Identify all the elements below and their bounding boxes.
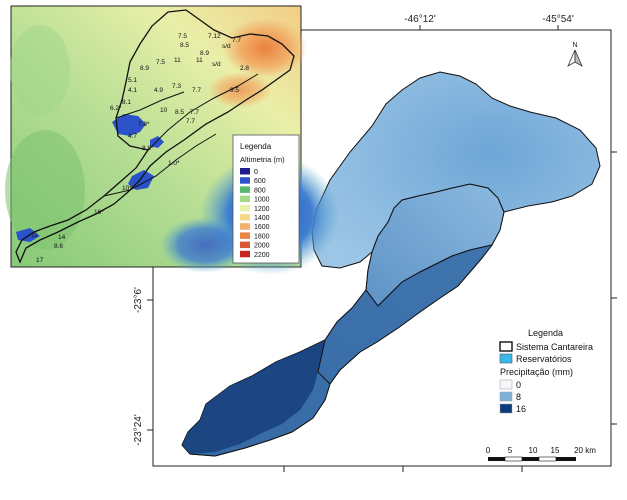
inset-point-label: 9.5 xyxy=(230,87,239,94)
inset-map: 7.5 7.12 7.7 8.5 s/d 7.5 11 8.9 11 s/d 2… xyxy=(5,5,340,275)
svg-text:N: N xyxy=(572,42,577,49)
inset-point-label: 8.9 xyxy=(140,65,149,72)
coord-left-bottom: -23°24' xyxy=(133,414,144,446)
basin-southwest-darkest xyxy=(182,340,325,454)
inset-point-label: 2.8 xyxy=(240,65,249,72)
altimetry-swatch-1000 xyxy=(240,195,250,203)
inset-point-label: 11 xyxy=(174,57,181,64)
north-arrow-icon: N xyxy=(567,42,583,67)
inset-point-label: 8.1 xyxy=(122,99,131,106)
main-legend-title: Legenda xyxy=(528,328,563,338)
legend-swatch-sistema-cantareira xyxy=(499,341,513,352)
altimetry-label-1000: 1000 xyxy=(254,197,270,204)
legend-label-precip-0: 0 xyxy=(516,380,521,390)
inset-point-label: 16* xyxy=(94,209,104,216)
inset-point-label: 4.1 xyxy=(128,87,137,94)
inset-point-label: 10* xyxy=(122,185,132,192)
inset-point-label: 8.5 xyxy=(180,42,189,49)
inset-subbasin-divide xyxy=(103,73,259,197)
inset-basin-outline xyxy=(15,9,295,264)
legend-swatch-precip-0 xyxy=(499,379,513,390)
altimetry-swatch-2000 xyxy=(240,241,250,249)
altimetry-swatch-2200 xyxy=(240,250,250,258)
altimetry-label-1800: 1800 xyxy=(254,233,270,240)
altimetry-swatch-1200 xyxy=(240,204,250,212)
coord-top-left: -46°12' xyxy=(404,14,436,25)
scale-label-0: 0 xyxy=(486,446,491,455)
scale-label-20-km: 20 km xyxy=(574,446,596,455)
inset-point-label: 8.5 xyxy=(175,109,184,116)
inset-legend-subtitle: Altimetria (m) xyxy=(240,155,285,164)
inset-point-label: 4.9 xyxy=(154,87,163,94)
inset-point-label: 6.2* xyxy=(110,105,122,112)
inset-point-label: 11 xyxy=(196,57,203,64)
altimetry-swatch-1400 xyxy=(240,214,250,221)
coord-left-top: -23°6' xyxy=(133,287,144,313)
inset-point-label: 1.0* xyxy=(168,160,180,167)
altimetry-label-600: 600 xyxy=(254,178,266,185)
inset-point-label: 7.5 xyxy=(156,59,165,66)
inset-point-label: 7.8* xyxy=(138,121,150,128)
altimetry-label-2000: 2000 xyxy=(254,243,270,250)
legend-swatch-precip-8 xyxy=(499,391,513,402)
inset-point-label: 7.7 xyxy=(232,37,241,44)
scale-bar: 0 5 10 15 20 km xyxy=(486,446,596,462)
altimetry-label-1200: 1200 xyxy=(254,206,270,213)
inset-point-label: 8.6 xyxy=(54,243,63,250)
altimetry-swatch-0 xyxy=(240,168,250,175)
legend-precip-title: Precipitação (mm) xyxy=(500,367,573,377)
main-legend: Legenda Sistema Cantareira Reservatórios… xyxy=(499,328,593,414)
inset-point-label: 10 xyxy=(160,107,168,114)
scale-label-15: 15 xyxy=(551,446,560,455)
altimetry-label-800: 800 xyxy=(254,187,266,194)
altimetry-swatch-600 xyxy=(240,177,250,184)
inset-point-label: 14 xyxy=(58,234,66,241)
inset-point-label: 7.7 xyxy=(186,118,195,125)
inset-point-label: 7.7 xyxy=(192,87,201,94)
inset-point-label: 7.12 xyxy=(208,33,221,40)
legend-swatch-precip-16 xyxy=(499,403,513,414)
scale-label-10: 10 xyxy=(529,446,538,455)
legend-label-precip-8: 8 xyxy=(516,392,521,402)
inset-reservoir-1 xyxy=(112,114,146,136)
inset-point-label: 8.8* xyxy=(142,145,154,152)
inset-point-label: s/d xyxy=(212,61,221,68)
altimetry-swatch-800 xyxy=(240,186,250,193)
frame-ticks xyxy=(147,25,617,472)
inset-point-label: 8.9 xyxy=(200,50,209,57)
inset-point-label: 17 xyxy=(36,257,44,264)
altimetry-label-1600: 1600 xyxy=(254,224,270,231)
altimetry-label-0: 0 xyxy=(254,169,258,176)
basin-north-polygon xyxy=(311,71,601,269)
inset-point-labels: 7.5 7.12 7.7 8.5 s/d 7.5 11 8.9 11 s/d 2… xyxy=(31,33,249,264)
scale-label-5: 5 xyxy=(508,446,513,455)
inset-point-label: 11 xyxy=(31,232,38,239)
inset-point-label: 7.5 xyxy=(178,33,187,40)
inset-legend-title: Legenda xyxy=(240,142,272,151)
legend-label-reservatorios: Reservatórios xyxy=(516,354,572,364)
altimetry-label-1400: 1400 xyxy=(254,215,270,222)
legend-label-sistema-cantareira: Sistema Cantareira xyxy=(516,342,593,352)
altimetry-swatch-1800 xyxy=(240,232,250,239)
inset-legend: Legenda Altimetria (m) 0 600 800 1000 1200 14… xyxy=(232,134,300,264)
legend-label-precip-16: 16 xyxy=(516,404,526,414)
altimetry-swatch-1600 xyxy=(240,223,250,230)
coord-top-right: -45°54' xyxy=(542,14,574,25)
inset-point-label: 5.1 xyxy=(128,77,137,84)
inset-point-label: 4.7 xyxy=(128,133,137,140)
basin-internal-divide xyxy=(317,339,331,385)
legend-swatch-reservatorios xyxy=(499,353,513,364)
altimetry-label-2200: 2200 xyxy=(254,252,270,259)
inset-point-label: s/d xyxy=(222,43,231,50)
inset-point-label: 7.7 xyxy=(190,109,199,116)
inset-point-label: 7.3 xyxy=(172,83,181,90)
